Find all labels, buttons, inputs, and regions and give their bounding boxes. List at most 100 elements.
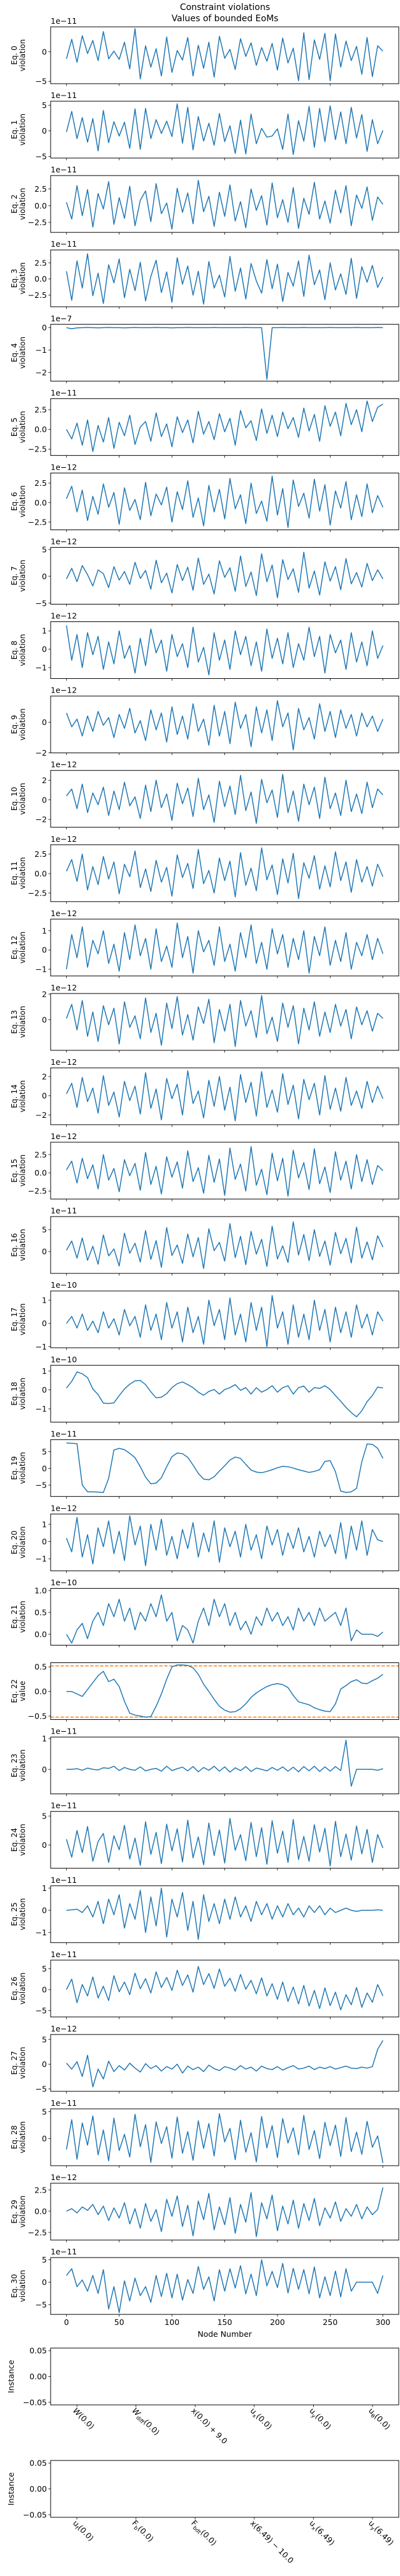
y-axis-label-line-1: Eq. 22	[10, 1679, 19, 1703]
label-subscript: x	[310, 2525, 317, 2532]
subplot-eq-8: 1e−12 −1 0 1 Eq. 8 violation	[10, 611, 399, 681]
y-offset-label: 1e−11	[51, 91, 77, 100]
y-tick-label: −2.5	[28, 1187, 47, 1196]
subplot-eq-4: 1e−7 −2 −1 0 Eq. 4 violation	[10, 313, 399, 383]
series-line-eq-21	[66, 1594, 384, 1644]
y-tick-label: 1	[42, 626, 47, 636]
y-axis-label-line-1: Eq. 23	[10, 1754, 19, 1777]
y-tick-label: 2.5	[34, 1150, 47, 1159]
y-tick-label: 0.05	[29, 2346, 47, 2356]
y-offset-label: 1e−12	[51, 834, 77, 844]
series-line-eq-0	[66, 28, 384, 82]
y-offset-label: 1e−12	[51, 686, 77, 695]
y-tick-label: 5	[42, 1447, 47, 1456]
subplot-eq-15: 1e−12 −2.5 0.0 2.5 Eq. 15 violation	[10, 1132, 399, 1202]
y-axis-label-line-2: violation	[18, 932, 27, 964]
x-tick-label: 200	[270, 2317, 285, 2327]
y-tick-label: 0	[42, 1765, 47, 1774]
y-offset-label: 1e−11	[51, 1429, 77, 1438]
subplot-eq-9: 1e−12 −2 0 Eq. 9 violation	[10, 686, 399, 758]
y-axis-label-line-1: Eq. 9	[10, 715, 19, 734]
subplot-eq-1: 1e−11 −5 0 5 Eq. 1 violation	[10, 91, 399, 161]
y-axis-label-line-1: Eq. 26	[10, 1976, 19, 2000]
subplot-eq-24: 1e−11 0 5 Eq. 24 violation	[10, 1801, 399, 1871]
y-axis-label-line-2: violation	[18, 337, 27, 368]
series-line-eq-9	[66, 700, 384, 751]
y-axis-label-line-2: violation	[18, 1823, 27, 1855]
y-offset-label: 1e−11	[51, 1727, 77, 1736]
y-tick-label: −1	[36, 1404, 47, 1414]
y-tick-label: 0.0	[34, 869, 47, 878]
y-tick-label: 0	[42, 795, 47, 804]
y-axis-label-line-1: Eq. 4	[10, 343, 19, 362]
y-offset-label: 1e−12	[51, 909, 77, 918]
y-tick-label: 1	[42, 1734, 47, 1744]
y-tick-label: 1	[42, 1883, 47, 1893]
y-axis-label-line-2: violation	[18, 1229, 27, 1261]
y-axis-label-line-2: violation	[18, 1973, 27, 2005]
series-line-eq-10	[66, 774, 384, 824]
y-tick-label: −2.5	[28, 2228, 47, 2237]
series-line-eq-22	[66, 1664, 384, 1718]
y-offset-label: 1e−12	[51, 1132, 77, 1141]
y-offset-label: 1e−12	[51, 462, 77, 471]
subplot-eq-26: 1e−11 −5 0 5 Eq. 26 violation	[10, 1950, 399, 2020]
y-tick-label: 0	[42, 1385, 47, 1394]
y-tick-label: 1	[42, 926, 47, 935]
y-axis-label-line-1: Eq. 28	[10, 2125, 19, 2149]
subplot-eq-11: 1e−12 −2.5 0.0 2.5 Eq. 11 violation	[10, 834, 399, 904]
subplot-eq-20: 1e−12 −1 0 1 Eq. 20 violation	[10, 1503, 399, 1573]
subplot-eq-23: 1e−11 0 1 Eq. 23 violation	[10, 1727, 399, 1797]
y-axis-label-line-1: Eq. 11	[10, 861, 19, 885]
y-axis-label-line-2: violation	[18, 1155, 27, 1187]
y-axis-label-line-2: violation	[18, 2047, 27, 2079]
y-axis-label-line-1: Eq. 0	[10, 46, 19, 64]
y-offset-label: 1e−10	[51, 1577, 77, 1587]
y-axis-label-line-1: Eq. 10	[10, 787, 19, 811]
y-tick-label: 1.0	[34, 1586, 47, 1595]
y-tick-label: −5	[36, 2084, 47, 2093]
y-axis-label-line-2: violation	[18, 411, 27, 443]
y-tick-label: −2.5	[28, 218, 47, 227]
subplot-eq-5: 1e−11 −2.5 0.0 2.5 Eq. 5 violation	[10, 388, 399, 458]
y-tick-label: −5	[36, 1481, 47, 1490]
y-offset-label: 1e−11	[51, 2098, 77, 2108]
y-offset-label: 1e−11	[51, 1950, 77, 1959]
subplot-eq-10: 1e−12 −2 0 2 Eq. 10 violation	[10, 760, 399, 830]
y-offset-label: 1e−11	[51, 1801, 77, 1810]
x-tick-label: 50	[114, 2317, 124, 2327]
label-subscript: x	[251, 2413, 258, 2420]
series-line-eq-29	[66, 2187, 384, 2238]
y-axis-label-line-2: violation	[18, 2270, 27, 2302]
y-tick-label: 0.0	[34, 1168, 47, 1178]
subplot-eq-6: 1e−12 −2.5 0.0 2.5 Eq. 6 violation	[10, 462, 399, 532]
y-offset-label: 1e−12	[51, 611, 77, 621]
series-line-eq-18	[66, 1371, 383, 1418]
subplot-eq-3: 1e−11 −2.5 0.0 2.5 Eq. 3 violation	[10, 239, 399, 309]
y-tick-label: 0.0	[34, 498, 47, 507]
y-tick-label: 0	[42, 2277, 47, 2287]
y-tick-label: −2.5	[28, 517, 47, 526]
y-axis-label-line-2: value	[18, 1681, 27, 1702]
series-line-eq-28	[66, 2113, 384, 2163]
x-tick-label: 100	[164, 2317, 179, 2327]
series-line-eq-8	[66, 625, 384, 676]
y-tick-label: 5	[42, 1812, 47, 1821]
y-tick-label: 0.5	[34, 1607, 47, 1617]
y-tick-label: 0	[42, 1537, 47, 1546]
y-tick-label: 5	[42, 2035, 47, 2044]
y-offset-label: 1e−10	[51, 1355, 77, 1364]
y-tick-label: 0.0	[34, 1629, 47, 1639]
y-axis-label-line-1: Eq. 3	[10, 269, 19, 287]
y-axis-label-line-2: violation	[18, 1006, 27, 1038]
y-tick-label: 0	[42, 1091, 47, 1100]
series-line-eq-16	[66, 1221, 384, 1270]
y-axis-label-line-2: violation	[18, 1452, 27, 1484]
y-axis-label-line-2: violation	[18, 1378, 27, 1409]
y-offset-label: 1e−7	[51, 313, 72, 323]
y-tick-label: −5	[36, 152, 47, 161]
y-tick-label: 0.0	[34, 425, 47, 434]
y-tick-label: −2.5	[28, 889, 47, 898]
subplot-eq-18: 1e−10 −1 0 1 Eq. 18 violation	[10, 1355, 399, 1424]
